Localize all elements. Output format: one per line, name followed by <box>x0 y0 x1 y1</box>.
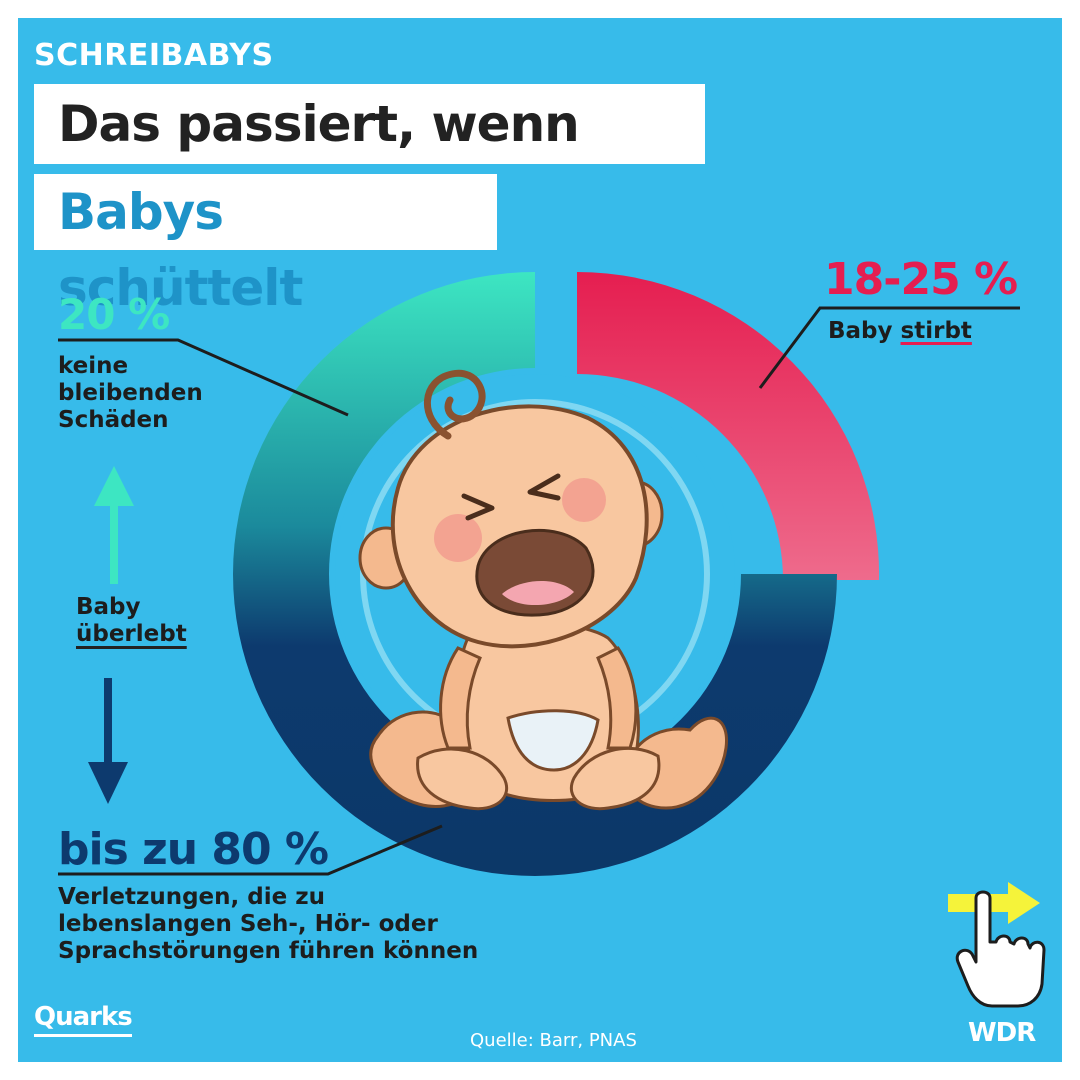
chart-graphic <box>58 272 1046 1008</box>
no-damage-percent: 20 % <box>58 290 170 339</box>
crying-baby-icon <box>358 369 729 811</box>
injuries-percent: bis zu 80 % <box>58 824 329 875</box>
survives-line2: überlebt <box>76 621 187 647</box>
headline-line2: Babys schüttelt <box>34 174 497 317</box>
dies-label-prefix: Baby <box>828 318 893 344</box>
no-damage-label: keine bleibenden Schäden <box>58 353 258 434</box>
swipe-hand-icon <box>948 882 1046 1008</box>
dies-percent: 18-25 % <box>824 254 1018 305</box>
injuries-label: Verletzungen, die zu lebenslangen Seh-, … <box>58 884 578 965</box>
injuries-label-line: lebenslangen Seh-, Hör- oder <box>58 911 438 937</box>
injuries-label-line: Sprachstörungen führen können <box>58 938 479 964</box>
no-damage-label-line: keine <box>58 353 129 379</box>
arrow-down-icon <box>88 678 128 804</box>
quarks-logo: Quarks <box>34 1002 133 1037</box>
no-damage-label-line: Schäden <box>58 407 169 433</box>
dies-label: Baby stirbt <box>828 318 972 345</box>
dies-label-emphasis: stirbt <box>900 318 972 344</box>
survive-segment <box>233 272 837 876</box>
no-damage-label-line: bleibenden <box>58 380 203 406</box>
headline-line1: Das passiert, wenn man <box>34 84 705 233</box>
infographic: SCHREIBABYS Das passiert, wenn man Babys… <box>18 18 1062 1062</box>
injuries-label-line: Verletzungen, die zu <box>58 884 325 910</box>
topic-label: SCHREIBABYS <box>34 38 274 73</box>
arrow-up-icon <box>94 466 134 584</box>
source-text: Quelle: Barr, PNAS <box>470 1030 637 1051</box>
dies-segment <box>577 272 880 580</box>
wdr-logo: WDR <box>968 1018 1036 1048</box>
survives-label: Baby überlebt <box>76 594 187 648</box>
survives-line1: Baby <box>76 594 141 620</box>
